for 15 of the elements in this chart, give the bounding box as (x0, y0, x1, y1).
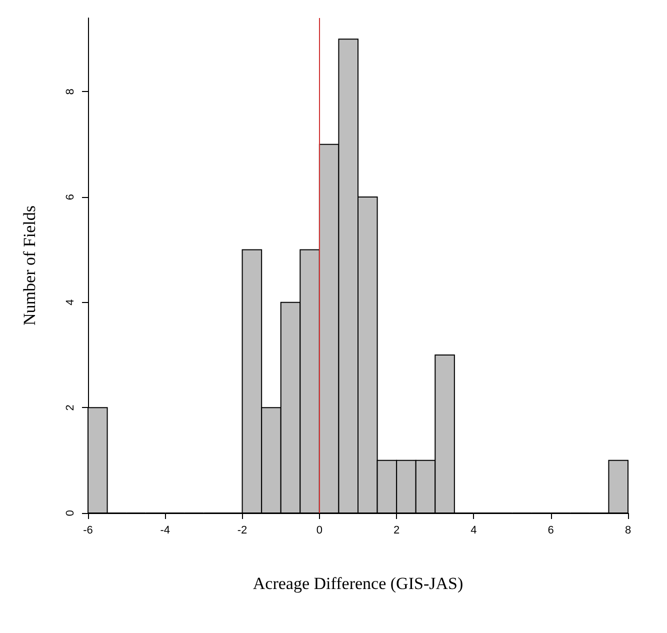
y-tick-label: 8 (64, 88, 76, 95)
x-tick-label: 8 (624, 524, 632, 536)
y-tick-label: 6 (64, 194, 76, 200)
y-tick-label: 4 (64, 299, 76, 306)
x-tick-label: 6 (548, 524, 554, 536)
x-tick-label: 4 (470, 524, 477, 536)
x-tick-label: 0 (316, 524, 322, 536)
x-tick-label: -2 (237, 524, 248, 536)
x-tick-label: 2 (394, 524, 400, 536)
y-axis-title: Number of Fields (20, 206, 39, 326)
x-axis-title: Acreage Difference (GIS-JAS) (252, 574, 464, 593)
y-tick-label: 0 (64, 510, 76, 516)
y-tick-label: 2 (64, 404, 76, 411)
x-tick-label: -6 (83, 524, 93, 536)
x-tick-label: -4 (160, 524, 170, 536)
